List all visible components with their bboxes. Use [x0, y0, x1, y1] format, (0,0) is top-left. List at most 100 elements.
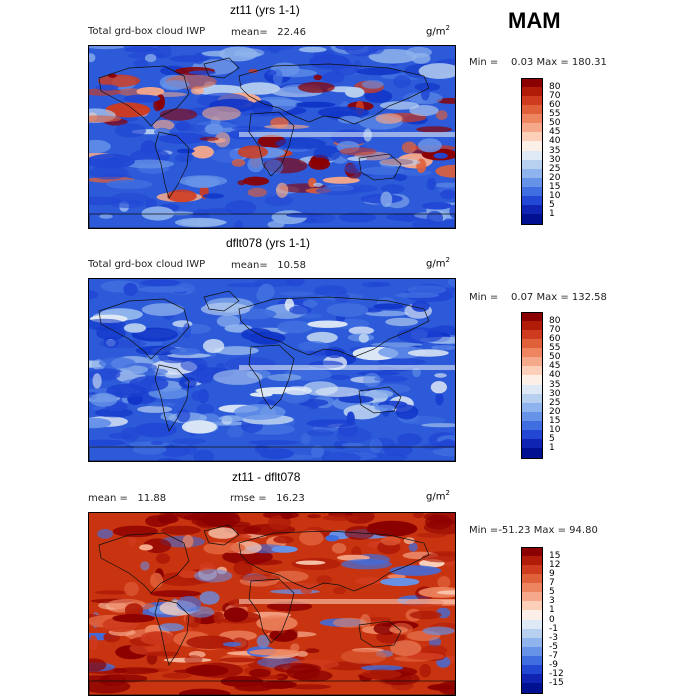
panel-bottom-minmax: Min =-51.23 Max = 94.80 [469, 525, 598, 536]
colorbar-tick-label: 25 [549, 397, 561, 408]
map-field-patch [256, 615, 298, 631]
colorbar-tick-label: 25 [549, 163, 561, 174]
map-field-patch [301, 432, 311, 445]
map-field-patch [397, 433, 422, 446]
panel-middle-max-label: Max = [536, 292, 569, 303]
panel-bottom-mean-value: 11.88 [137, 493, 167, 504]
map-field-patch [155, 46, 172, 59]
colorbar-tick-label: 55 [549, 343, 561, 354]
map-coastline [358, 153, 402, 181]
map-field-patch [171, 438, 207, 445]
panel-middle-mean: mean= 10.58 [231, 260, 306, 271]
map-field-patch [264, 124, 310, 129]
map-field-patch [418, 138, 442, 153]
panel-bottom-min-value: -51.23 [498, 525, 531, 536]
map-field-patch [196, 403, 215, 415]
map-field-patch [316, 575, 332, 585]
colorbar-swatch [521, 411, 543, 422]
panel-bottom-rmse-label: rmse = [230, 493, 267, 504]
colorbar-swatch [521, 682, 543, 694]
panel-middle-map-svg [89, 279, 455, 461]
colorbar-tick-label: 5 [549, 587, 555, 598]
panel-bottom-max-label: Max = [533, 525, 566, 536]
map-field-patch [139, 544, 153, 551]
map-field-patch [112, 525, 159, 538]
map-field-patch [300, 313, 323, 319]
map-field-patch [383, 443, 413, 457]
map-field-patch [364, 617, 392, 622]
colorbar-tick-label: 70 [549, 325, 561, 336]
map-field-patch [159, 108, 198, 121]
map-field-patch [213, 611, 224, 624]
map-field-patch [322, 514, 359, 521]
colorbar-tick-label: 80 [549, 82, 561, 93]
map-field-patch [295, 560, 326, 565]
map-field-patch [89, 439, 127, 446]
map-field-patch [244, 559, 283, 566]
map-field-patch [380, 577, 420, 586]
map-field-patch [300, 588, 312, 594]
map-field-patch [298, 81, 335, 93]
colorbar-tick-label: 10 [549, 424, 561, 435]
colorbar-swatch [521, 195, 543, 206]
map-field-patch [162, 672, 192, 679]
colorbar-swatch [521, 186, 543, 197]
colorbar-swatch [521, 357, 543, 367]
panel-middle-units: g/m2 [426, 256, 450, 269]
map-field-patch [89, 53, 96, 63]
map-coastline [203, 524, 240, 546]
colorbar-swatch [521, 78, 543, 89]
map-field-patch [339, 147, 377, 156]
map-field-patch [361, 669, 402, 680]
map-field-patch [373, 303, 404, 310]
map-field-patch [247, 187, 267, 197]
map-field-patch [106, 179, 153, 190]
map-field-patch [222, 642, 242, 647]
colorbar-tick-label: -5 [549, 641, 558, 652]
colorbar-tick-label: 1 [549, 208, 555, 219]
map-field-patch [134, 422, 177, 438]
colorbar-swatch [521, 547, 543, 558]
panel-top-title: zt11 (yrs 1-1) [230, 3, 300, 17]
panel-top-mean-label: mean= [231, 27, 268, 38]
map-field-patch [434, 182, 455, 188]
map-field-patch [306, 429, 334, 437]
colorbar-tick-label: 30 [549, 154, 561, 165]
map-field-patch [356, 371, 400, 376]
colorbar-swatch [521, 628, 543, 639]
map-field-patch [231, 159, 246, 167]
map-field-patch [267, 373, 302, 382]
colorbar-swatch [521, 565, 543, 575]
colorbar-tick-label: 30 [549, 388, 561, 399]
map-field-patch [160, 525, 201, 535]
map-field-patch [248, 68, 259, 74]
map-field-patch [434, 373, 447, 378]
map-field-patch [124, 603, 144, 618]
map-field-patch [98, 339, 147, 349]
map-field-patch [149, 590, 202, 598]
colorbar-tick-label: 15 [549, 551, 561, 562]
map-field-patch [256, 634, 270, 648]
map-field-patch [369, 438, 383, 454]
colorbar-swatch [521, 384, 543, 395]
map-field-patch [313, 145, 341, 162]
map-field-patch [95, 84, 119, 91]
map-field-patch [435, 392, 444, 406]
map-field-patch [168, 211, 194, 216]
colorbar-tick-label: 0 [549, 614, 555, 625]
map-field-patch [426, 177, 437, 191]
map-field-patch [199, 136, 219, 141]
map-field-patch [137, 286, 190, 293]
colorbar-tick-label: 35 [549, 145, 561, 156]
panel-top-min-label: Min = [469, 57, 499, 68]
panel-bottom-mean: mean = 11.88 [88, 493, 166, 504]
panel-middle-units-base: g/m [426, 258, 446, 270]
map-field-patch [193, 662, 244, 678]
panel-bottom-rmse: rmse = 16.23 [230, 493, 305, 504]
colorbar-swatch [521, 96, 543, 106]
map-field-patch [409, 105, 439, 116]
panel-bottom-units-base: g/m [426, 491, 446, 503]
map-field-patch [426, 210, 444, 226]
map-field-patch [277, 320, 313, 334]
map-field-patch [214, 346, 259, 356]
